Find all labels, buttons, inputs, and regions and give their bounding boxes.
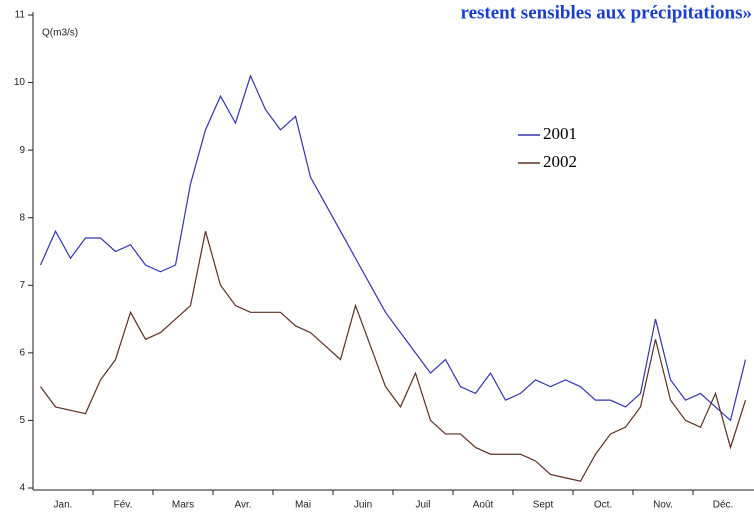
x-tick-label: Sept — [533, 500, 554, 511]
x-tick-label: Oct. — [594, 500, 612, 511]
y-tick-label: 10 — [14, 77, 26, 88]
y-tick-label: 6 — [19, 347, 25, 358]
y-tick-label: 7 — [19, 280, 25, 291]
chart-title: restent sensibles aux précipitations» — [460, 2, 752, 23]
x-tick-label: Déc. — [713, 500, 734, 511]
y-tick-label: 4 — [19, 483, 25, 494]
x-tick-label: Juil — [415, 500, 430, 511]
y-tick-label: 5 — [19, 415, 25, 426]
x-tick-label: Août — [473, 500, 494, 511]
y-tick-label: 9 — [19, 145, 25, 156]
x-tick-label: Nov. — [653, 500, 673, 511]
legend-box — [515, 115, 650, 230]
x-tick-label: Juin — [354, 500, 372, 511]
x-tick-label: Mars — [172, 500, 194, 511]
legend-label: 2001 — [543, 124, 577, 143]
y-tick-label: 8 — [19, 212, 25, 223]
x-tick-label: Mai — [295, 500, 311, 511]
legend-label: 2002 — [543, 152, 577, 171]
series-line — [40, 231, 747, 482]
x-tick-label: Fév. — [114, 500, 133, 511]
x-tick-label: Avr. — [234, 500, 251, 511]
x-tick-label: Jan. — [54, 500, 73, 511]
y-axis-label: Q(m3/s) — [42, 28, 78, 39]
series-line — [39, 74, 747, 422]
y-tick-label: 11 — [15, 10, 26, 21]
